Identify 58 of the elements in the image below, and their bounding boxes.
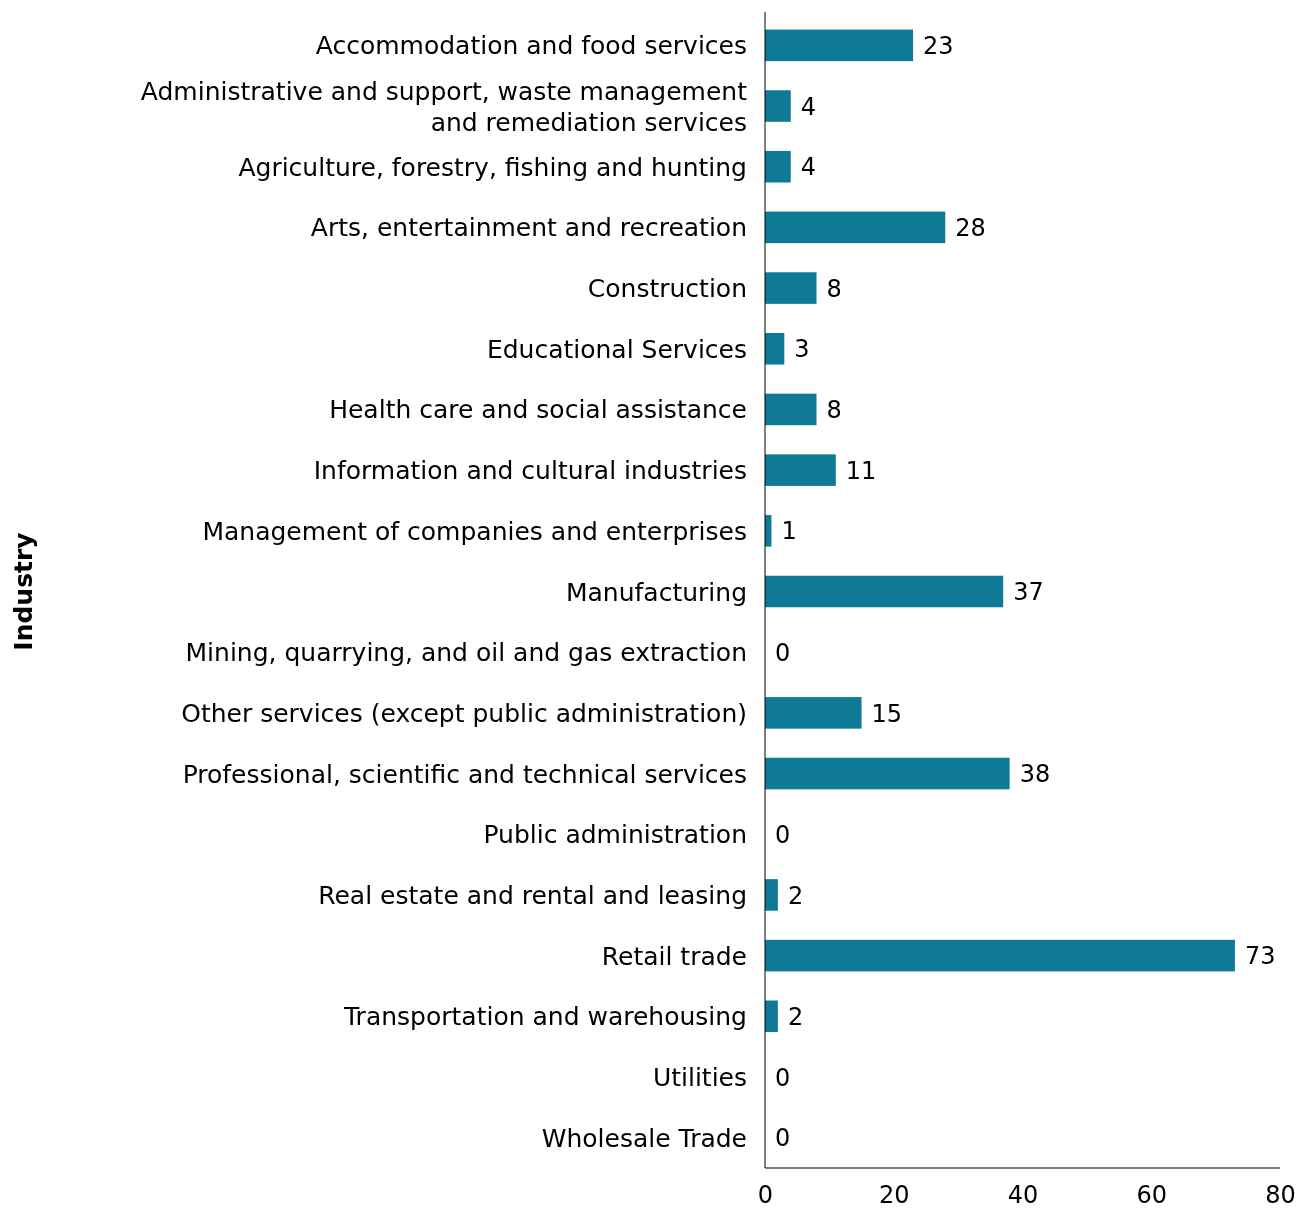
bar bbox=[765, 1000, 778, 1033]
data-label: 3 bbox=[794, 335, 810, 364]
data-label: 0 bbox=[775, 820, 791, 849]
data-label: 1 bbox=[781, 517, 797, 546]
y-tick-label: Agriculture, forestry, fishing and hunting bbox=[238, 152, 747, 182]
data-label: 28 bbox=[955, 214, 986, 243]
bar bbox=[765, 29, 914, 62]
x-tick-label: 80 bbox=[1265, 1181, 1296, 1210]
data-label: 0 bbox=[775, 1063, 791, 1092]
bar bbox=[765, 697, 862, 729]
y-tick-label: Public administration bbox=[483, 820, 747, 850]
data-label: 8 bbox=[826, 274, 842, 303]
x-tick-label: 40 bbox=[1007, 1181, 1039, 1210]
y-tick-label: Arts, entertainment and recreation bbox=[310, 213, 747, 243]
x-tick-label: 20 bbox=[878, 1181, 910, 1210]
bar bbox=[765, 939, 1235, 972]
y-tick-label: Transportation and warehousing bbox=[343, 1002, 747, 1032]
bar bbox=[765, 454, 836, 486]
y-tick-label: Educational Services bbox=[486, 334, 747, 364]
y-tick-label: Professional, scientific and technical services bbox=[182, 759, 747, 789]
bar bbox=[765, 90, 791, 122]
data-label: 8 bbox=[826, 396, 842, 425]
y-tick-label: Mining, quarrying, and oil and gas extraction bbox=[185, 638, 747, 668]
data-label: 73 bbox=[1244, 942, 1276, 971]
data-label: 0 bbox=[775, 1124, 791, 1153]
bar bbox=[765, 272, 817, 304]
y-tick-label: Real estate and rental and leasing bbox=[318, 880, 747, 910]
y-tick-label: Administrative and support, waste management and remediation services bbox=[140, 76, 748, 137]
data-label: 38 bbox=[1019, 760, 1051, 789]
bar bbox=[765, 150, 791, 183]
y-tick-label: Construction bbox=[587, 274, 747, 304]
data-label: 11 bbox=[845, 456, 877, 485]
data-label: 37 bbox=[1013, 578, 1044, 607]
bar bbox=[765, 879, 778, 911]
y-tick-label: Wholesale Trade bbox=[541, 1123, 747, 1153]
y-tick-label: Utilities bbox=[652, 1062, 747, 1092]
bar bbox=[765, 757, 1010, 790]
x-tick-label: 60 bbox=[1136, 1181, 1168, 1210]
bar bbox=[765, 211, 946, 244]
data-label: 0 bbox=[775, 638, 791, 667]
data-label: 2 bbox=[787, 1002, 804, 1031]
y-axis-title: Industry bbox=[9, 532, 38, 651]
y-tick-label: Management of companies and enterprises bbox=[202, 516, 747, 546]
y-tick-label: Other services (except public administration) bbox=[181, 698, 747, 728]
x-tick-label: 0 bbox=[757, 1181, 774, 1210]
y-tick-label: Accommodation and food services bbox=[315, 31, 747, 61]
data-label: 4 bbox=[800, 153, 817, 182]
y-tick-label: Information and cultural industries bbox=[313, 456, 747, 486]
data-label: 15 bbox=[871, 699, 903, 728]
data-label: 2 bbox=[787, 881, 804, 910]
y-tick-label: Retail trade bbox=[601, 941, 747, 971]
y-tick-label: Health care and social assistance bbox=[329, 395, 747, 425]
bar bbox=[765, 575, 1004, 608]
data-label: 4 bbox=[800, 92, 817, 121]
bar bbox=[765, 332, 785, 365]
bar bbox=[765, 393, 817, 426]
y-tick-label: Manufacturing bbox=[565, 577, 747, 607]
data-label: 23 bbox=[923, 31, 954, 60]
